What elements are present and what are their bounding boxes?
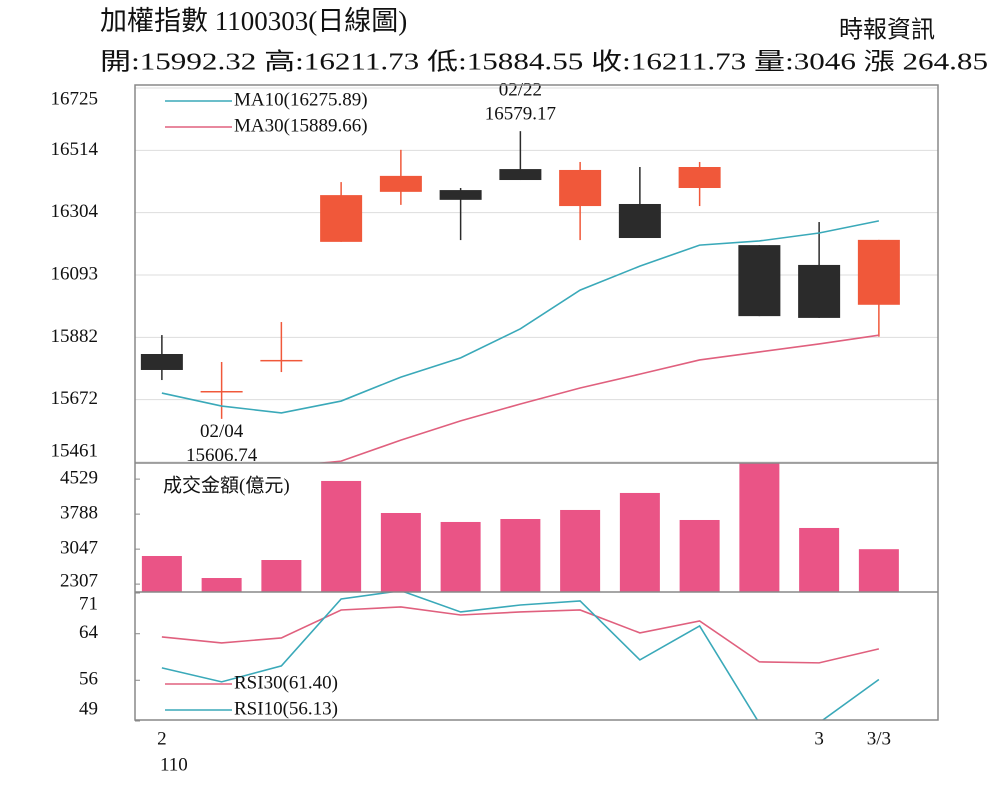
bar [619, 492, 660, 592]
plot-frame [134, 84, 939, 721]
bar [858, 549, 899, 592]
y-tick-label: 16514 [51, 139, 99, 160]
volume-plot [141, 463, 899, 592]
y-tick-label: 16725 [51, 88, 99, 109]
line-series [161, 606, 880, 664]
candle-body [798, 264, 841, 318]
candle-body [320, 195, 363, 242]
candle-body [618, 203, 661, 239]
candle-body [260, 359, 303, 362]
bar [560, 509, 601, 592]
legend-label: MA10(16275.89) [234, 89, 368, 110]
annotation-label: 02/04 [200, 421, 244, 442]
y-tick-label: 4529 [60, 467, 98, 488]
overlay: 15461 15672 15882 16093 16304 16514 16725 MA10(… [51, 80, 892, 776]
candle-body [200, 390, 243, 393]
bar [739, 463, 780, 592]
bar [261, 560, 302, 592]
y-tick-label: 56 [79, 669, 98, 690]
y-tick-label: 15461 [51, 440, 99, 461]
panel-title: 成交金額(億元) [163, 474, 290, 496]
legend-label: MA30(15889.66) [234, 115, 368, 136]
y-tick-label: 64 [79, 622, 99, 643]
source: 時報資訊 [839, 17, 935, 44]
candle-body [738, 245, 781, 317]
x-tick-label: 3/3 [867, 728, 891, 749]
annotation-value: 15606.74 [186, 445, 258, 466]
rsi-plot [161, 592, 880, 720]
y-tick-label: 2307 [60, 570, 98, 591]
bar [380, 512, 421, 592]
y-tick-label: 15672 [51, 388, 99, 409]
candle-body [559, 169, 602, 207]
chart-title: 加權指數 1100303(日線圖) [100, 6, 407, 36]
bar [141, 555, 182, 592]
bar [500, 518, 541, 592]
x-sublabel: 110 [160, 754, 188, 775]
quote-line: 開:15992.32 高:16211.73 低:15884.55 收:16211… [100, 49, 988, 76]
line-series [161, 592, 880, 720]
line-series [161, 220, 880, 414]
candle-body [140, 354, 183, 370]
legend-label: RSI30(61.40) [234, 672, 338, 693]
candle-body [439, 190, 482, 200]
y-tick-label: 16304 [51, 201, 99, 222]
y-tick-label: 15882 [51, 326, 99, 347]
x-tick-label: 2 [157, 728, 167, 749]
candle-body [857, 239, 900, 305]
y-tick-label: 3047 [60, 538, 98, 559]
bar [679, 519, 720, 592]
line-series [313, 334, 879, 463]
legend-label: RSI10(56.13) [234, 698, 338, 719]
candle-body [499, 169, 542, 181]
candle-body [678, 167, 721, 189]
y-tick-label: 49 [79, 698, 98, 719]
x-tick-label: 3 [814, 728, 824, 749]
annotation-value: 16579.17 [485, 104, 556, 125]
bar [201, 578, 242, 592]
y-tick-label: 3788 [60, 502, 98, 523]
candle-body [379, 175, 422, 192]
bar [321, 480, 362, 592]
y-tick-label: 16093 [51, 263, 99, 284]
bar [799, 527, 840, 592]
price-plot [135, 87, 938, 463]
y-tick-label: 71 [79, 593, 98, 614]
bar [440, 521, 481, 592]
annotation-label: 02/22 [499, 80, 542, 101]
